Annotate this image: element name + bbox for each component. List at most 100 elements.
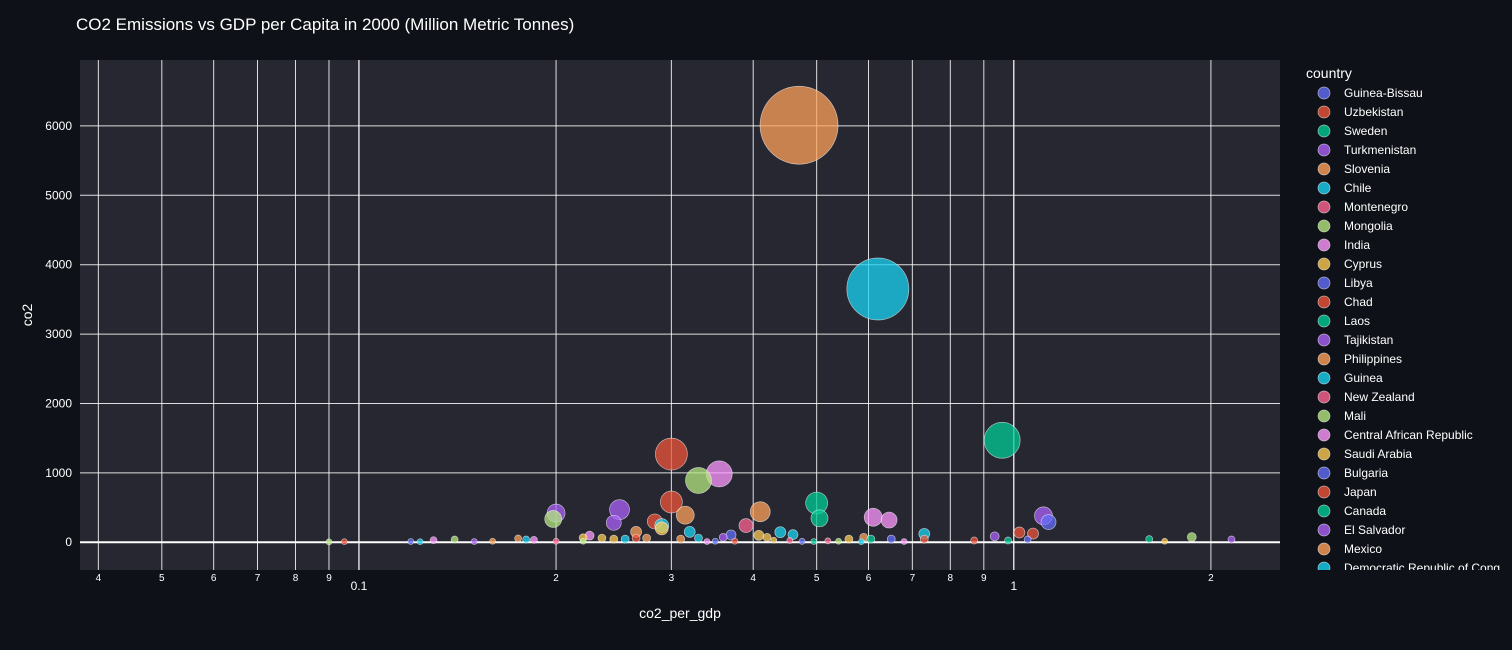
legend-item[interactable]: Laos (1317, 314, 1370, 328)
data-point[interactable] (824, 537, 832, 545)
data-point[interactable] (857, 538, 865, 546)
data-point[interactable] (597, 533, 607, 543)
data-point[interactable] (660, 490, 683, 514)
data-point[interactable] (983, 421, 1021, 459)
data-point[interactable] (676, 534, 686, 544)
data-point[interactable] (489, 537, 496, 545)
data-point[interactable] (683, 525, 696, 538)
data-point[interactable] (694, 533, 703, 543)
data-point[interactable] (786, 537, 794, 544)
data-point[interactable] (1186, 532, 1197, 542)
data-point[interactable] (919, 534, 929, 544)
data-point[interactable] (620, 534, 630, 544)
data-point[interactable] (450, 535, 459, 544)
data-point[interactable] (552, 537, 560, 545)
plot-area[interactable] (80, 60, 1280, 570)
legend-item[interactable]: Bulgaria (1317, 466, 1388, 480)
legend-item[interactable]: Democratic Republic of Cong (1317, 561, 1500, 575)
legend-item[interactable]: Mali (1317, 409, 1366, 423)
data-point[interactable] (753, 529, 765, 541)
data-point[interactable] (530, 535, 538, 544)
legend-item[interactable]: Libya (1317, 276, 1373, 290)
data-point[interactable] (900, 538, 908, 545)
legend-label: Canada (1344, 504, 1386, 518)
data-point[interactable] (579, 537, 587, 545)
legend-item[interactable]: Japan (1317, 485, 1377, 499)
data-point[interactable] (341, 538, 348, 546)
data-point[interactable] (429, 536, 438, 545)
data-point[interactable] (1040, 514, 1057, 530)
data-point[interactable] (1161, 537, 1169, 545)
legend-item[interactable]: Uzbekistan (1317, 105, 1403, 119)
legend-item[interactable]: Guinea-Bissau (1317, 86, 1423, 100)
data-point[interactable] (798, 538, 806, 545)
data-point[interactable] (1145, 535, 1154, 543)
legend-items[interactable]: Guinea-Bissau Uzbekistan Sweden Turkmenista… (1317, 86, 1500, 575)
data-point[interactable] (609, 534, 619, 544)
data-point[interactable] (325, 538, 333, 546)
data-point[interactable] (1027, 527, 1039, 540)
legend-item[interactable]: Sweden (1317, 124, 1387, 138)
legend-item[interactable]: Saudi Arabia (1317, 447, 1412, 461)
data-point[interactable] (846, 257, 910, 321)
legend-item[interactable]: Mexico (1317, 542, 1382, 556)
legend-item[interactable]: India (1317, 238, 1370, 252)
data-point[interactable] (631, 533, 641, 543)
data-point[interactable] (711, 537, 719, 545)
data-point[interactable] (685, 467, 712, 494)
legend-item[interactable]: Tajikistan (1317, 333, 1393, 347)
data-point[interactable] (770, 536, 778, 544)
legend-item[interactable]: Chad (1317, 295, 1373, 309)
legend-item[interactable]: Philippines (1317, 352, 1402, 366)
legend-item[interactable]: Slovenia (1317, 162, 1390, 176)
data-point[interactable] (880, 511, 898, 529)
legend-item[interactable]: Chile (1317, 181, 1372, 195)
data-point[interactable] (749, 501, 771, 523)
data-point[interactable] (774, 526, 787, 539)
legend-item[interactable]: Turkmenistan (1317, 143, 1416, 157)
legend-item[interactable]: Cyprus (1317, 257, 1382, 271)
data-point[interactable] (605, 514, 622, 531)
data-point[interactable] (470, 538, 478, 545)
data-point[interactable] (1004, 536, 1012, 545)
data-point[interactable] (886, 534, 896, 544)
data-points[interactable] (325, 85, 1236, 546)
legend-label: Central African Republic (1344, 428, 1473, 442)
data-point[interactable] (1013, 526, 1026, 539)
data-point[interactable] (731, 537, 739, 545)
data-point[interactable] (863, 507, 883, 527)
data-point[interactable] (844, 534, 854, 544)
legend-item[interactable]: El Salvador (1317, 523, 1405, 537)
data-point[interactable] (738, 518, 754, 533)
data-point[interactable] (675, 505, 695, 525)
data-point[interactable] (655, 437, 688, 471)
legend-item[interactable]: Central African Republic (1317, 428, 1473, 442)
data-point[interactable] (718, 533, 728, 542)
legend-item[interactable]: Montenegro (1317, 200, 1408, 214)
legend[interactable]: country Guinea-Bissau Uzbekistan Sweden Tur… (1306, 65, 1500, 575)
legend-item[interactable]: Guinea (1317, 371, 1383, 385)
legend-item[interactable]: Canada (1317, 504, 1386, 518)
legend-item[interactable]: New Zealand (1317, 390, 1415, 404)
data-point[interactable] (544, 510, 563, 528)
data-point[interactable] (1023, 535, 1032, 544)
data-point[interactable] (762, 533, 772, 542)
data-point[interactable] (416, 538, 424, 546)
data-point[interactable] (407, 538, 415, 545)
data-point[interactable] (1227, 535, 1236, 544)
data-point[interactable] (866, 534, 876, 544)
data-point[interactable] (654, 521, 669, 536)
data-point[interactable] (835, 537, 842, 545)
data-point[interactable] (703, 538, 711, 545)
data-point[interactable] (810, 538, 818, 545)
data-point[interactable] (810, 509, 829, 528)
legend-marker (1317, 124, 1331, 138)
data-point[interactable] (970, 536, 979, 545)
data-point[interactable] (522, 535, 530, 544)
data-point[interactable] (642, 533, 651, 543)
data-point[interactable] (759, 85, 839, 165)
data-point[interactable] (989, 531, 1000, 542)
data-point[interactable] (514, 534, 522, 543)
legend-item[interactable]: Mongolia (1317, 219, 1393, 233)
